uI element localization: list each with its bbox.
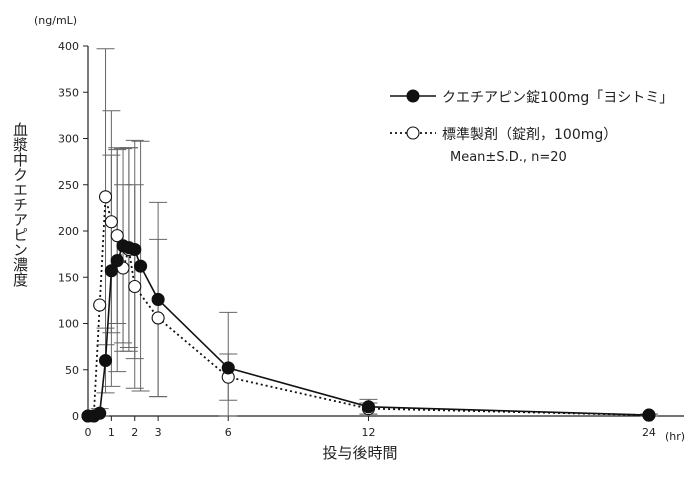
legend-markers xyxy=(390,89,436,140)
data-point-reference xyxy=(98,190,113,204)
legend-marker-test xyxy=(406,89,420,103)
y-tick-label: 250 xyxy=(58,179,79,192)
x-tick-label: 0 xyxy=(85,426,92,439)
data-point-reference xyxy=(128,279,142,294)
y-tick-label: 150 xyxy=(58,271,79,284)
data-point-reference xyxy=(110,229,124,243)
y-tick-label: 300 xyxy=(58,133,79,146)
x-tick-label: 1 xyxy=(108,426,115,439)
data-point-reference xyxy=(93,298,107,312)
data-point-test xyxy=(93,406,107,420)
data-point-test xyxy=(98,353,113,368)
y-tick-label: 200 xyxy=(58,225,79,238)
data-point-test xyxy=(151,292,165,307)
y-tick-label: 350 xyxy=(58,86,79,99)
y-tick-label: 50 xyxy=(65,364,79,377)
y-axis-unit: (ng/mL) xyxy=(34,14,78,27)
x-tick-label: 2 xyxy=(131,426,138,439)
data-point-test xyxy=(128,242,142,257)
legend-marker-reference xyxy=(406,126,420,140)
legend-note: Mean±S.D., n=20 xyxy=(450,150,567,165)
y-tick-label: 100 xyxy=(58,318,79,331)
y-axis-label: 血漿中クエチアピン濃度 xyxy=(11,122,29,287)
data-point-test xyxy=(134,259,148,273)
x-tick-label: 12 xyxy=(361,426,375,439)
data-point-reference xyxy=(104,215,118,229)
series-lines xyxy=(88,196,649,417)
x-axis-label: 投与後時間 xyxy=(322,444,398,462)
series-line-reference xyxy=(88,196,649,417)
y-tick-label: 400 xyxy=(58,40,79,53)
data-point-test xyxy=(221,361,235,375)
data-points xyxy=(81,190,656,423)
series-line-test xyxy=(88,244,649,417)
data-point-test xyxy=(104,264,118,278)
y-tick-label: 0 xyxy=(72,410,79,423)
data-point-test xyxy=(642,408,656,422)
x-axis-unit: (hr) xyxy=(665,430,686,443)
legend-entry-reference: 標準製剤（錠剤，100mg） xyxy=(442,127,618,143)
data-point-test xyxy=(110,254,124,268)
x-tick-label: 6 xyxy=(225,426,232,439)
legend-entry-test-tablet: クエチアピン錠100mg「ヨシトミ」 xyxy=(442,90,674,106)
data-point-reference xyxy=(151,311,165,325)
data-point-test xyxy=(361,400,376,414)
x-tick-label: 3 xyxy=(155,426,162,439)
x-tick-label: 24 xyxy=(642,426,656,439)
